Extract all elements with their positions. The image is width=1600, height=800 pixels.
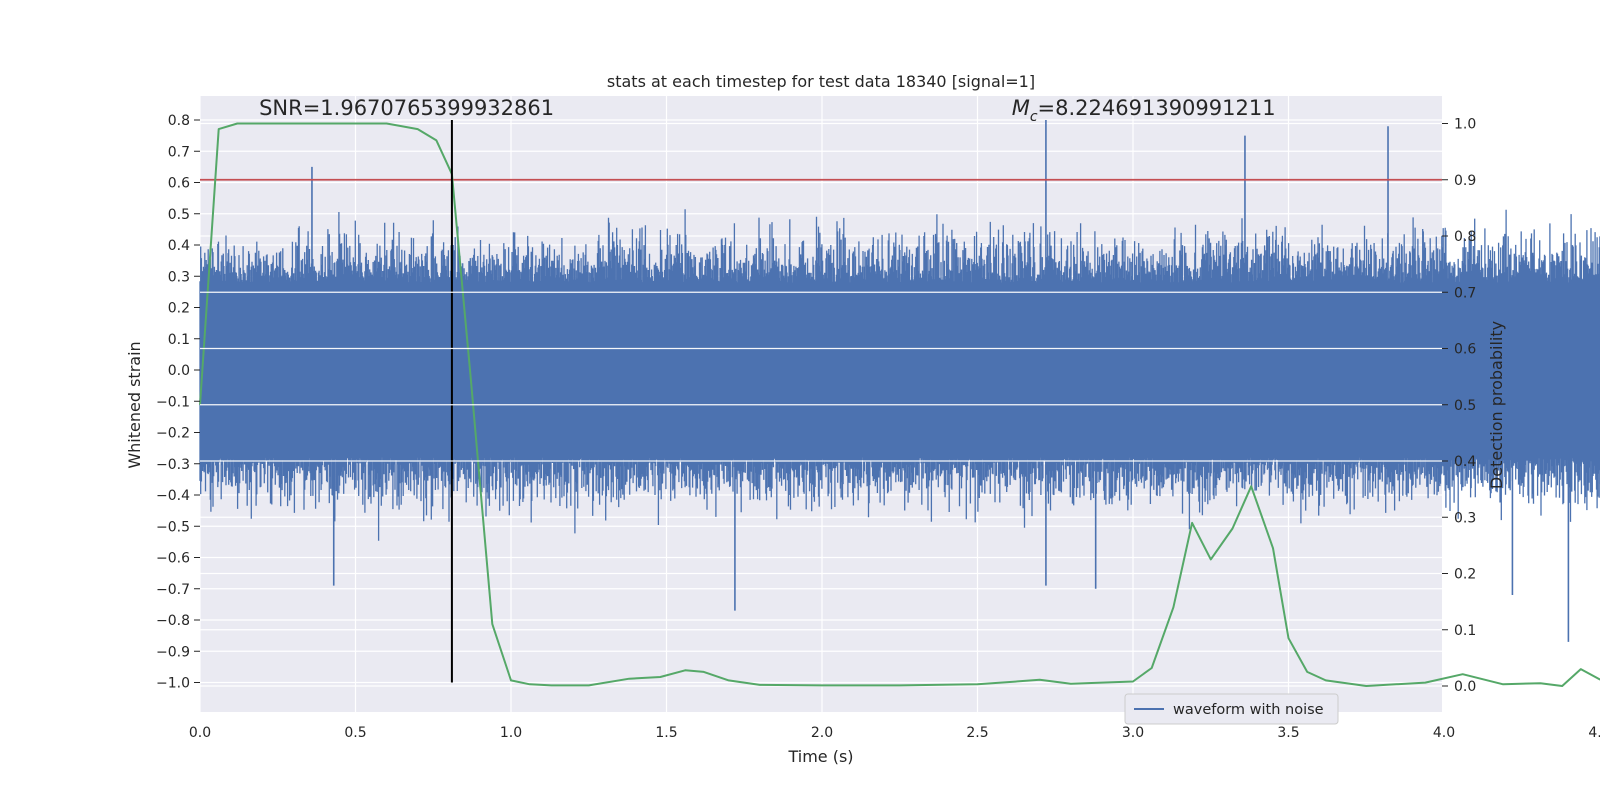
left-y-tick-label: 0.1 — [168, 332, 190, 348]
left-y-tick-label: −0.9 — [156, 644, 190, 660]
right-y-tick-label: 0.7 — [1454, 285, 1476, 301]
x-axis-label: Time (s) — [787, 747, 853, 766]
left-y-tick-label: −0.7 — [156, 582, 190, 598]
legend-label-waveform: waveform with noise — [1173, 702, 1324, 718]
x-tick-label: 2.0 — [811, 725, 833, 741]
x-tick-label: 0.0 — [189, 725, 211, 741]
left-y-axis-label: Whitened strain — [125, 341, 144, 468]
x-tick-label: 1.0 — [500, 725, 522, 741]
left-y-tick-label: −1.0 — [156, 676, 190, 692]
left-y-tick-label: −0.2 — [156, 426, 190, 442]
x-axis-ticks: 0.00.51.01.52.02.53.03.54.04.55.05.56.06… — [189, 725, 1600, 741]
legend: waveform with noise — [1124, 693, 1339, 725]
right-y-tick-label: 0.9 — [1454, 173, 1476, 189]
x-tick-label: 3.0 — [1122, 725, 1144, 741]
left-y-tick-label: −0.6 — [156, 551, 190, 567]
left-y-tick-label: −0.4 — [156, 488, 190, 504]
x-tick-label: 1.5 — [655, 725, 677, 741]
right-y-tick-label: 0.4 — [1454, 454, 1476, 470]
right-y-tick-label: 0.6 — [1454, 342, 1476, 358]
right-y-tick-label: 0.0 — [1454, 679, 1476, 695]
x-tick-label: 3.5 — [1277, 725, 1299, 741]
right-y-tick-label: 0.5 — [1454, 398, 1476, 414]
left-y-tick-label: −0.1 — [156, 394, 190, 410]
x-tick-label: 4.5 — [1588, 725, 1600, 741]
right-y-tick-label: 0.2 — [1454, 567, 1476, 583]
right-y-tick-label: 1.0 — [1454, 117, 1476, 133]
left-y-tick-label: 0.6 — [168, 176, 190, 192]
chart-title: stats at each timestep for test data 183… — [607, 72, 1035, 91]
right-y-tick-label: 0.3 — [1454, 510, 1476, 526]
left-y-tick-label: −0.5 — [156, 519, 190, 535]
x-tick-label: 0.5 — [344, 725, 366, 741]
stat-annotation: Mc=8.224691390991211 — [1012, 96, 1276, 125]
left-y-tick-label: −0.8 — [156, 613, 190, 629]
left-y-tick-label: 0.7 — [168, 144, 190, 160]
legend-box — [1124, 693, 1339, 725]
left-y-axis-ticks: 0.8 0.7 0.6 0.5 0.4 0.3 0.2 0.1 0.0 −0.1 −0.2 −0.3 −… — [156, 113, 200, 692]
left-y-tick-label: −0.3 — [156, 457, 190, 473]
y-grid-overlay — [200, 291, 1442, 462]
x-tick-label: 4.0 — [1433, 725, 1455, 741]
detection-probability-series — [199, 122, 1600, 687]
left-y-tick-label: 0.4 — [168, 238, 190, 254]
detection-probability-line — [199, 122, 1600, 687]
stat-annotations: SNR=1.9670765399932861 Mc=8.2246913909912… — [259, 96, 1276, 125]
waveform-core-band — [200, 285, 1600, 455]
stat-annotation: SNR=1.9670765399932861 — [259, 96, 554, 120]
left-y-tick-label: 0.2 — [168, 301, 190, 317]
left-y-tick-label: 0.8 — [168, 113, 190, 129]
waveform-with-noise-series — [199, 120, 1600, 642]
x-tick-label: 2.5 — [966, 725, 988, 741]
left-y-tick-label: 0.0 — [168, 363, 190, 379]
right-y-axis-label: Detection probability — [1487, 321, 1506, 489]
left-y-tick-label: 0.3 — [168, 269, 190, 285]
right-y-tick-label: 0.8 — [1454, 229, 1476, 245]
left-y-tick-label: 0.5 — [168, 207, 190, 223]
right-y-axis-ticks: 1.0 0.9 0.8 0.7 0.6 0.5 0.4 0.3 0.2 0.1 0.0 — [1442, 117, 1476, 695]
right-y-tick-label: 0.1 — [1454, 623, 1476, 639]
